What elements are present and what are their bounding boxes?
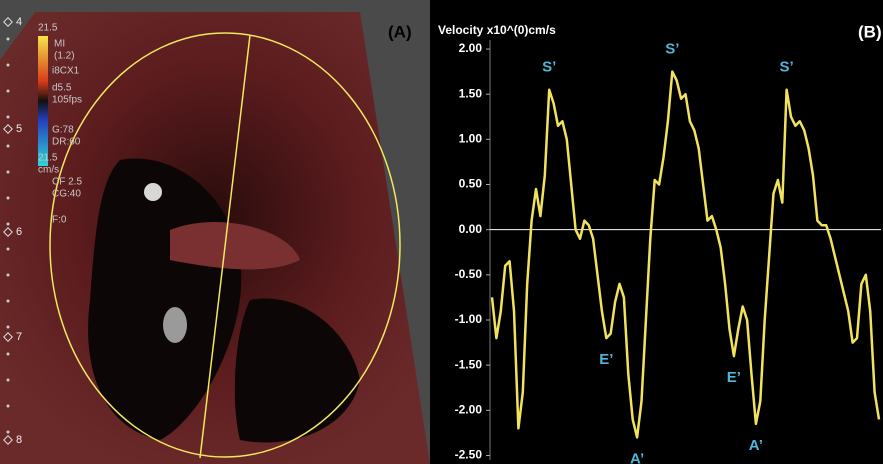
velocity-line <box>490 70 881 439</box>
y-tick-label: 0.50 <box>459 177 483 191</box>
depth-label: 6 <box>16 226 22 238</box>
ruler-dot <box>6 196 10 200</box>
depth-label: 4 <box>16 16 22 28</box>
depth-marker <box>3 332 13 342</box>
ruler-dot <box>6 144 10 148</box>
panel-label: (B) <box>858 22 882 41</box>
scan-setting: CF 2.5 <box>52 177 82 188</box>
ruler-dot <box>6 325 10 329</box>
color-bar <box>38 36 48 166</box>
annotation: A’ <box>630 450 644 464</box>
annotation: A’ <box>749 437 763 454</box>
ruler-dot <box>6 63 10 67</box>
echo-spot <box>144 183 162 201</box>
annotation: E’ <box>727 369 741 386</box>
scan-setting: MI <box>54 39 65 50</box>
scan-setting: 21.5 <box>38 153 58 164</box>
chamber <box>234 298 360 443</box>
ruler-dot <box>6 247 10 251</box>
ruler-dot <box>6 378 10 382</box>
annotation: E’ <box>599 351 613 368</box>
echo-spot <box>163 307 187 343</box>
y-tick-label: 0.00 <box>459 222 483 236</box>
annotation: S’ <box>780 59 794 76</box>
depth-label: 5 <box>16 123 22 135</box>
y-tick-label: -2.50 <box>455 448 483 462</box>
tissue <box>170 221 300 270</box>
y-tick-label: -1.50 <box>455 357 483 371</box>
ruler-dot <box>6 170 10 174</box>
depth-marker <box>3 124 13 134</box>
scan-setting: d5.5 <box>52 83 72 94</box>
depth-marker <box>3 17 13 27</box>
y-tick-label: 2.00 <box>459 41 483 55</box>
ruler-dot <box>6 404 10 408</box>
scan-setting: cm/s <box>38 165 59 176</box>
depth-label: 8 <box>16 434 22 446</box>
depth-label: 7 <box>16 331 22 343</box>
scan-setting: (1.2) <box>54 51 75 62</box>
y-tick-label: -0.50 <box>455 267 483 281</box>
ruler-dot <box>6 352 10 356</box>
roi-ellipse <box>49 32 401 458</box>
ruler-dot <box>6 430 10 434</box>
scan-setting: G:78 <box>52 125 74 136</box>
scan-setting: 21.5 <box>38 23 58 34</box>
scan-setting: CG:40 <box>52 189 81 200</box>
ruler-dot <box>6 89 10 93</box>
annotation: S’ <box>542 59 556 76</box>
ruler-dot <box>6 299 10 303</box>
annotation: S’ <box>665 41 679 58</box>
ruler-dot <box>6 273 10 277</box>
scan-setting: i8CX1 <box>52 66 80 77</box>
y-tick-label: -1.00 <box>455 312 483 326</box>
depth-marker <box>3 227 13 237</box>
scan-setting: DR:60 <box>52 137 81 148</box>
roi-axis <box>199 34 251 459</box>
ruler-dot <box>6 115 10 119</box>
scan-setting: 105fps <box>52 95 82 106</box>
panel-label: (A) <box>388 22 412 41</box>
ruler-dot <box>6 37 10 41</box>
chart-title: Velocity x10^(0)cm/s <box>438 23 556 37</box>
y-tick-label: 1.00 <box>459 132 483 146</box>
depth-marker <box>3 435 13 445</box>
y-tick-label: 1.50 <box>459 86 483 100</box>
ruler-dot <box>6 222 10 226</box>
y-tick-label: -2.00 <box>455 402 483 416</box>
scan-setting: F:0 <box>52 215 67 226</box>
